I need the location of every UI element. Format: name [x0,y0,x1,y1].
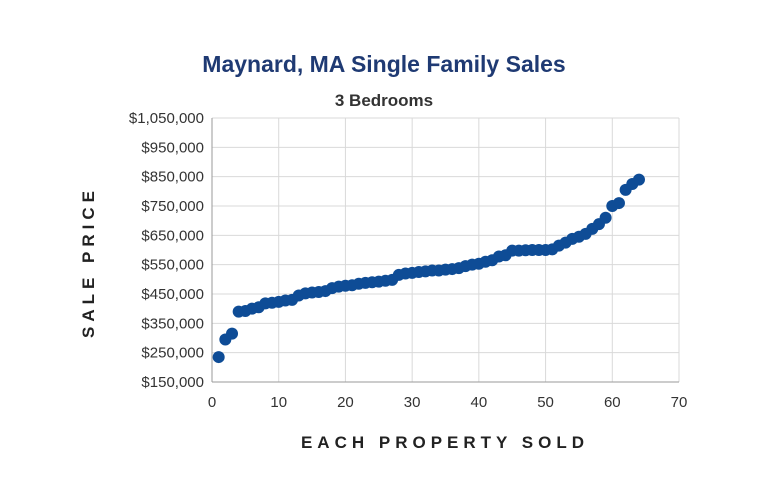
data-point [599,211,612,224]
x-tick-label: 10 [270,394,287,411]
x-tick-label: 30 [404,394,421,411]
y-axis-label: SALE PRICE [79,186,98,338]
axes [211,118,679,383]
data-points [212,173,645,364]
y-tick-label: $450,000 [141,286,204,303]
x-tick-label: 40 [471,394,488,411]
y-tick-labels: $150,000 $250,000 $350,000 $450,000 $550,000… [129,110,204,391]
data-point [212,351,225,364]
x-axis-label: EACH PROPERTY SOLD [301,433,589,452]
y-tick-label: $150,000 [141,374,204,391]
y-tick-label: $650,000 [141,227,204,244]
y-tick-label: $550,000 [141,257,204,274]
y-tick-label: $250,000 [141,345,204,362]
y-tick-label: $850,000 [141,169,204,186]
chart-title: Maynard, MA Single Family Sales [202,51,565,77]
x-tick-label: 60 [604,394,621,411]
y-tick-label: $1,050,000 [129,110,204,127]
chart-subtitle: 3 Bedrooms [335,91,433,110]
data-point [612,197,625,210]
y-tick-label: $950,000 [141,139,204,156]
y-tick-label: $750,000 [141,198,204,215]
data-point [632,173,645,186]
x-tick-label: 50 [537,394,554,411]
x-tick-labels: 0 10 20 30 40 50 60 70 [208,394,688,411]
x-tick-label: 20 [337,394,354,411]
y-tick-label: $350,000 [141,315,204,332]
x-tick-label: 70 [671,394,688,411]
gridlines [211,117,680,383]
x-tick-label: 0 [208,394,216,411]
data-point [226,327,239,340]
